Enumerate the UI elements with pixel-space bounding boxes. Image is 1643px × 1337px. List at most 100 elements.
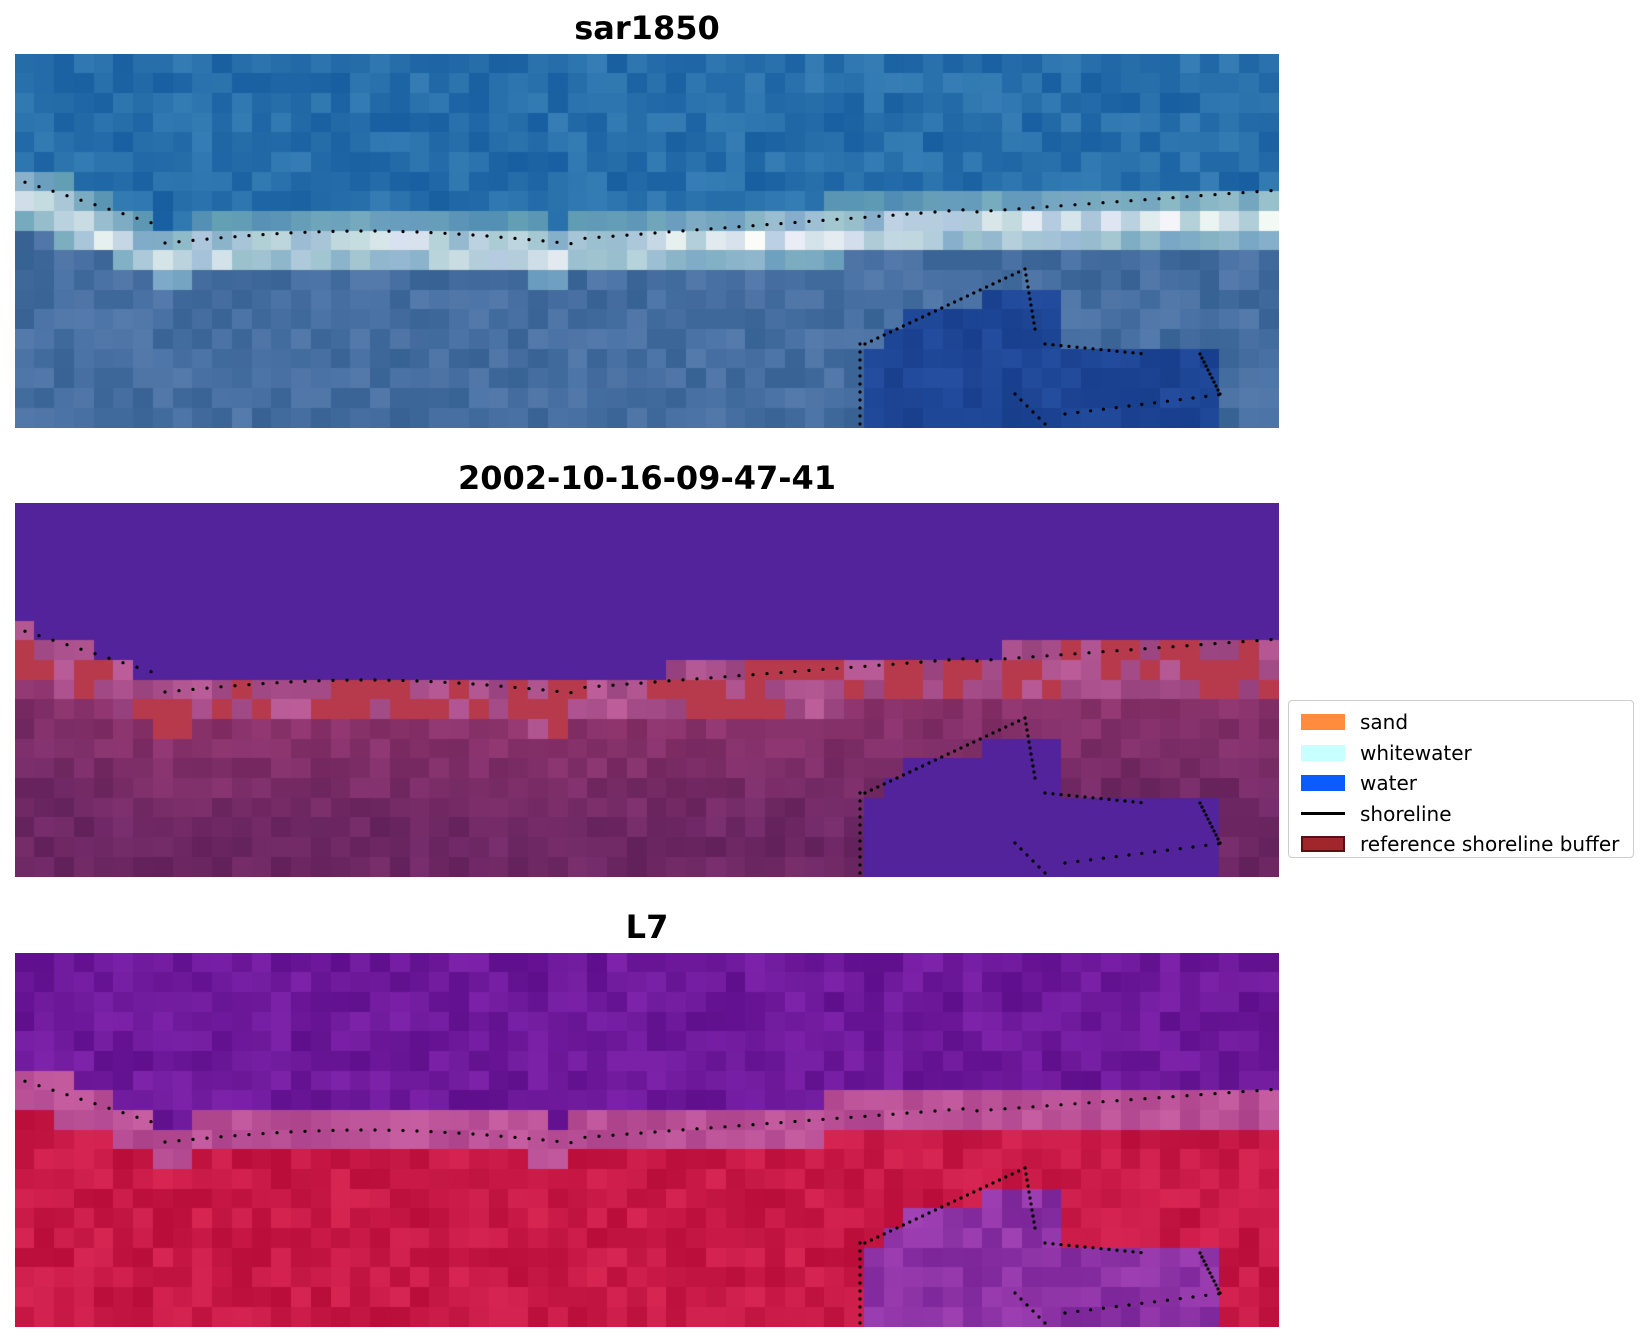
rgb-satellite-image [15,54,1279,428]
shoreline-point [387,229,391,233]
shoreline-point [639,1131,643,1135]
shoreline-point [1241,640,1245,644]
shoreline-point [1115,649,1119,653]
shoreline-point [1032,321,1036,325]
shoreline-point [751,673,755,677]
shoreline-point [261,233,265,237]
shoreline-point [1204,1293,1208,1297]
shoreline-point [1033,1226,1037,1230]
shoreline-point [1073,652,1077,656]
shoreline-point [1210,1275,1214,1279]
shoreline-point [429,1130,433,1134]
shoreline-point [921,315,925,319]
shoreline-point [1027,291,1031,295]
shoreline-point [429,231,433,235]
shoreline-point [793,669,797,674]
shoreline-point [513,236,517,240]
shoreline-point [985,285,989,289]
shoreline-point [1204,813,1208,817]
shoreline-point [93,652,97,656]
shoreline-point [1089,1308,1093,1312]
shoreline-point [1101,1100,1105,1104]
shoreline-point [997,1178,1002,1182]
shoreline-point [541,688,545,692]
shoreline-point [471,233,475,237]
shoreline-point [1031,655,1035,659]
shoreline-point [914,318,918,322]
shoreline-point [1165,1298,1169,1302]
shoreline-point [858,847,862,851]
shoreline-point [737,1124,741,1128]
shoreline-point [1017,1169,1021,1173]
shoreline-point [793,220,797,225]
shoreline-point [1200,805,1204,809]
shoreline-point [876,336,880,340]
shoreline-point [1131,351,1135,355]
shoreline-point [345,678,349,682]
shoreline-point [653,1130,657,1134]
shoreline-point [653,680,657,684]
shoreline-point [1101,407,1105,411]
shoreline-point [611,234,615,238]
shoreline-point [1030,1208,1034,1212]
shoreline-point [163,1140,167,1144]
shoreline-point [107,207,111,211]
shoreline-point [471,1132,475,1136]
shoreline-point [1010,722,1014,726]
shoreline-point [1114,406,1118,410]
shoreline-point [905,212,909,216]
index-image-panel [15,953,1279,1327]
index-image [15,953,1279,1327]
legend-item-whitewater: whitewater [1297,738,1625,769]
shoreline-point [858,799,862,803]
shoreline-point [723,1125,727,1129]
shoreline-point [1191,1295,1195,1299]
shoreline-point [1067,1243,1071,1247]
shoreline-point [863,342,867,346]
shoreline-point [821,218,825,222]
shoreline-point [1210,376,1214,380]
shoreline-point [163,690,167,694]
shoreline-point [1185,195,1189,199]
shoreline-point [303,679,307,683]
shoreline-point [695,228,699,232]
shoreline-point [1127,1303,1131,1307]
shoreline-point [1083,1245,1087,1249]
shoreline-point [858,831,862,835]
shoreline-point [901,324,906,328]
shoreline-point [1157,646,1161,650]
shoreline-point [1139,1251,1143,1255]
shoreline-overlay [23,1079,1273,1325]
shoreline-point [681,229,685,233]
shoreline-point [975,659,979,663]
shoreline-point [1003,208,1007,212]
shoreline-point [1153,1300,1157,1304]
shoreline-point [921,1214,925,1218]
shoreline-point [121,661,125,665]
shoreline-point [1023,267,1027,271]
shoreline-point [1269,1088,1273,1092]
shoreline-point [1143,198,1147,202]
shoreline-point [65,194,69,198]
shoreline-point [849,665,853,669]
shoreline-point [940,306,944,310]
shoreline-point [667,230,671,234]
shoreline-point [1023,716,1027,720]
shoreline-point [1129,199,1133,203]
shoreline-point [1217,393,1221,397]
shoreline-point [927,761,931,765]
shoreline-point [1206,817,1210,821]
shoreline-point [1255,190,1259,194]
shoreline-point [1067,344,1071,348]
shoreline-point [177,240,181,244]
shoreline-point [985,734,989,738]
shoreline-point [876,1235,880,1239]
shoreline-point [1099,797,1103,801]
shoreline-point [1200,356,1204,360]
shoreline-point [946,752,950,756]
shoreline-point [1114,855,1118,859]
shoreline-point [541,239,545,243]
shoreline-point [471,682,475,686]
shoreline-point [947,1108,951,1112]
shoreline-point [953,300,957,304]
